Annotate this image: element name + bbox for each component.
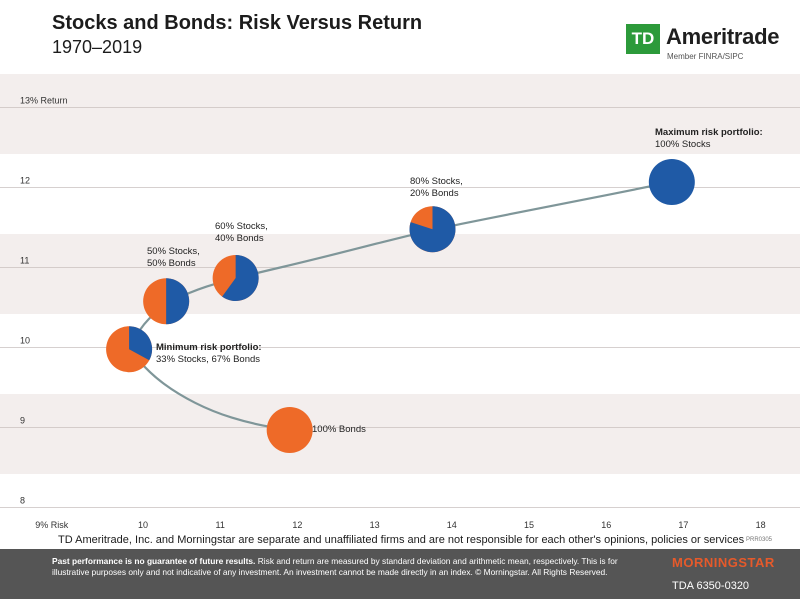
portfolio-pie bbox=[106, 326, 153, 373]
portfolio-pie bbox=[266, 407, 313, 453]
y-tick-label: 8 bbox=[20, 496, 25, 506]
portfolio-label-name: 60% Stocks, bbox=[215, 221, 268, 232]
portfolio-pie bbox=[648, 159, 695, 205]
portfolio-label-name: 50% Stocks, bbox=[147, 246, 200, 257]
portfolio-label-detail: 50% Bonds bbox=[147, 258, 196, 269]
portfolio-label-detail: 20% Bonds bbox=[410, 188, 459, 199]
disclaimer-text: TD Ameritrade, Inc. and Morningstar are … bbox=[58, 534, 745, 546]
bonds-slice bbox=[266, 407, 313, 453]
x-tick-label: 18 bbox=[756, 520, 766, 530]
stocks-slice bbox=[166, 278, 190, 325]
x-tick-label: 14 bbox=[447, 520, 457, 530]
footer-code: TDA 6350-0320 bbox=[672, 580, 750, 592]
footer-note: Past performance is no guarantee of futu… bbox=[52, 556, 652, 578]
portfolio-label-detail: 33% Stocks, 67% Bonds bbox=[156, 354, 260, 365]
footer-bold: Past performance is no guarantee of futu… bbox=[52, 556, 256, 566]
portfolio-label-name: Minimum risk portfolio: bbox=[156, 342, 262, 353]
portfolio-label-name: Maximum risk portfolio: bbox=[655, 127, 763, 138]
risk-return-chart: 13% Return 12 11 10 9 8 9% Risk 10 11 12 13 14 15 16 1… bbox=[0, 74, 800, 530]
portfolio-label-detail: 100% Stocks bbox=[655, 139, 711, 150]
chart-title: Stocks and Bonds: Risk Versus Return bbox=[52, 12, 423, 34]
y-tick-label: 13% Return bbox=[20, 96, 68, 106]
band-row bbox=[0, 74, 800, 154]
band-row bbox=[0, 394, 800, 474]
x-tick-label: 13 bbox=[370, 520, 380, 530]
y-tick-label: 10 bbox=[20, 336, 30, 346]
disclaimer-code: PRR0305 bbox=[746, 537, 773, 543]
portfolio-label-name: 100% Bonds bbox=[312, 424, 366, 435]
y-tick-label: 9 bbox=[20, 416, 25, 426]
morningstar-logo: MORNINGSTAR bbox=[672, 555, 775, 570]
logo-sub: Member FINRA/SIPC bbox=[667, 52, 744, 61]
y-tick-label: 12 bbox=[20, 176, 30, 186]
td-logo-icon: TD bbox=[626, 24, 660, 54]
x-tick-label: 15 bbox=[524, 520, 534, 530]
portfolio-pie bbox=[212, 255, 259, 301]
band-row bbox=[0, 234, 800, 314]
footer: Past performance is no guarantee of futu… bbox=[0, 549, 800, 599]
footer-rest: Risk and return are measured by standard… bbox=[52, 556, 618, 577]
logo-name: Ameritrade bbox=[666, 24, 780, 49]
portfolio-pie bbox=[409, 206, 456, 253]
disclaimer: TD Ameritrade, Inc. and Morningstar are … bbox=[0, 531, 800, 549]
y-tick-label: 11 bbox=[20, 256, 29, 266]
x-tick-label: 17 bbox=[678, 520, 688, 530]
chart-subtitle: 1970–2019 bbox=[52, 37, 143, 57]
x-tick-label: 16 bbox=[601, 520, 611, 530]
x-tick-label: 11 bbox=[216, 520, 225, 530]
x-tick-label: 12 bbox=[292, 520, 302, 530]
stocks-slice bbox=[409, 206, 456, 253]
portfolio-label-detail: 40% Bonds bbox=[215, 233, 264, 244]
stocks-slice bbox=[129, 326, 153, 361]
portfolio-pie bbox=[143, 278, 190, 325]
header: Stocks and Bonds: Risk Versus Return 197… bbox=[0, 0, 800, 74]
x-tick-label: 9% Risk bbox=[35, 520, 69, 530]
stocks-slice bbox=[648, 159, 695, 205]
x-tick-label: 10 bbox=[138, 520, 148, 530]
stocks-slice bbox=[222, 255, 259, 301]
portfolio-label-name: 80% Stocks, bbox=[410, 176, 463, 187]
